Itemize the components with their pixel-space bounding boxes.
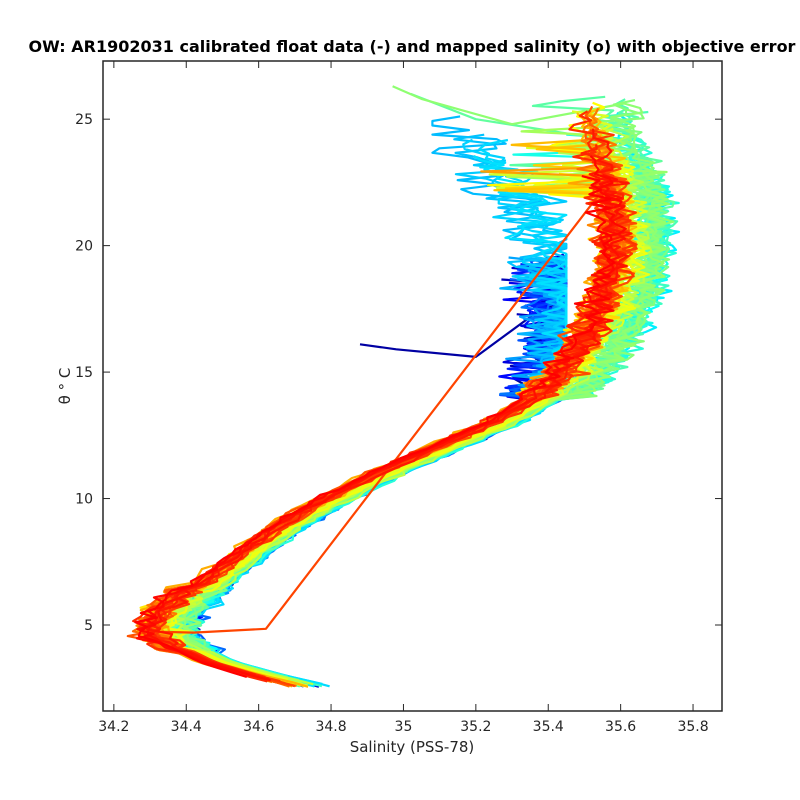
- profile-line: [134, 175, 616, 678]
- x-tick-label: 35.4: [533, 719, 564, 735]
- x-tick-label: 34.6: [243, 719, 274, 735]
- x-tick-label: 34.8: [315, 719, 346, 735]
- profile-line: [154, 161, 648, 688]
- x-tick-label: 35.2: [460, 719, 491, 735]
- profile-line: [157, 310, 568, 686]
- x-axis-ticks: 34.2 34.4 34.6 34.8 35 35.2 35.4 35.6 35.8: [98, 61, 709, 735]
- profile-line: [180, 253, 568, 679]
- profile-line: [175, 259, 568, 680]
- profile-line: [163, 122, 650, 680]
- profile-lines: [126, 85, 681, 688]
- y-tick-label: 10: [75, 492, 93, 508]
- profile-line: [169, 258, 568, 680]
- y-tick-label: 25: [75, 112, 93, 128]
- profile-line: [168, 180, 663, 684]
- profile-line: [132, 110, 632, 677]
- profile-line: [177, 166, 670, 683]
- y-axis-ticks: 5 10 15 20 25: [75, 112, 722, 634]
- profile-line: [185, 316, 568, 678]
- profile-line: [164, 111, 670, 688]
- chart-title: OW: AR1902031 calibrated float data (-) …: [29, 37, 796, 56]
- y-tick-label: 15: [75, 365, 93, 381]
- x-axis-label: Salinity (PSS-78): [350, 738, 475, 756]
- y-axis-label: θ ° C: [56, 368, 74, 405]
- plot-frame: [102, 60, 723, 712]
- profile-line: [171, 133, 568, 678]
- profile-line: [171, 178, 666, 677]
- profile-line: [148, 129, 638, 683]
- profile-line: [164, 173, 653, 686]
- x-tick-label: 35: [395, 719, 413, 735]
- profile-line: [153, 147, 645, 687]
- profile-line: [161, 189, 646, 687]
- profile-line: [161, 159, 651, 681]
- profile-line: [179, 170, 671, 688]
- profile-line: [173, 183, 670, 686]
- profile-line: [168, 151, 661, 677]
- y-tick-label: 20: [75, 239, 93, 255]
- profile-line: [146, 173, 628, 682]
- profile-line: [166, 254, 568, 688]
- profile-line: [176, 308, 568, 679]
- x-tick-label: 34.2: [98, 719, 129, 735]
- profile-line: [179, 297, 568, 687]
- x-tick-label: 35.6: [605, 719, 636, 735]
- x-tick-label: 34.4: [171, 719, 202, 735]
- y-tick-label: 5: [84, 618, 93, 634]
- profile-line: [175, 254, 568, 680]
- x-tick-label: 35.8: [677, 719, 708, 735]
